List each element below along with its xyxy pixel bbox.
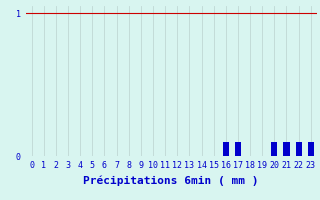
Bar — [235, 142, 241, 156]
Bar — [271, 142, 277, 156]
Bar — [223, 142, 229, 156]
Bar — [284, 142, 290, 156]
Bar — [296, 142, 302, 156]
X-axis label: Précipitations 6min ( mm ): Précipitations 6min ( mm ) — [84, 175, 259, 186]
Bar — [308, 142, 314, 156]
